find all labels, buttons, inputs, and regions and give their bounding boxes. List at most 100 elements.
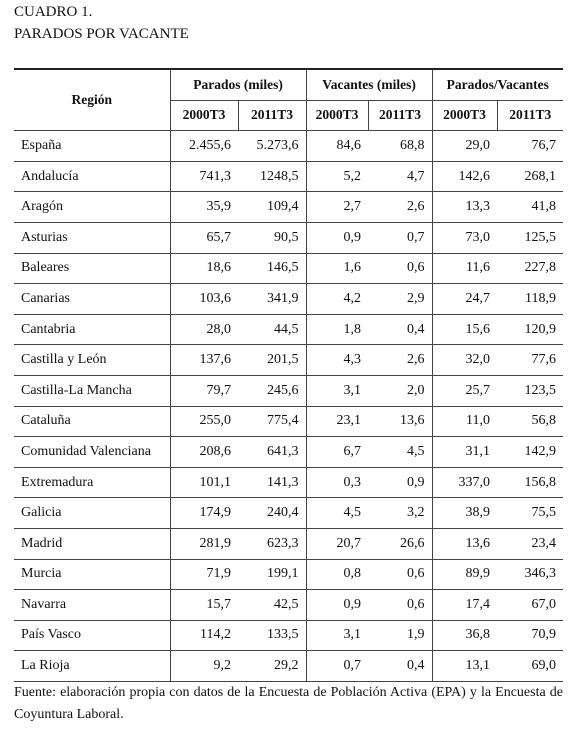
region-cell: Canarias xyxy=(14,283,170,315)
table-row: País Vasco 114,2 133,5 3,1 1,9 36,8 70,9 xyxy=(14,620,564,652)
value-cell: 13,1 xyxy=(431,650,498,682)
value-cell: 137,6 xyxy=(169,344,238,376)
region-cell: Castilla-La Mancha xyxy=(14,375,170,407)
value-cell: 13,6 xyxy=(368,406,433,438)
value-cell: 118,9 xyxy=(497,283,564,315)
table-row: Madrid 281,9 623,3 20,7 26,6 13,6 23,4 xyxy=(14,528,564,560)
subheader: 2011T3 xyxy=(237,100,307,132)
value-cell: 0,7 xyxy=(305,650,369,682)
value-cell: 208,6 xyxy=(169,436,238,468)
value-cell: 0,3 xyxy=(305,467,369,499)
table-row: La Rioja 9,2 29,2 0,7 0,4 13,1 69,0 xyxy=(14,650,564,682)
group-header: Vacantes (miles) xyxy=(305,67,433,101)
value-cell: 0,6 xyxy=(368,559,433,591)
value-cell: 67,0 xyxy=(497,589,564,621)
value-cell: 44,5 xyxy=(238,314,307,346)
value-cell: 18,6 xyxy=(169,253,238,285)
region-cell: Navarra xyxy=(14,589,170,621)
value-cell: 623,3 xyxy=(238,528,307,560)
value-cell: 1,6 xyxy=(305,253,369,285)
value-cell: 2,0 xyxy=(368,375,433,407)
value-cell: 13,3 xyxy=(431,191,498,223)
value-cell: 15,6 xyxy=(431,314,498,346)
table-row: Castilla y León 137,6 201,5 4,3 2,6 32,0 77,6 xyxy=(14,344,564,376)
region-cell: Comunidad Valenciana xyxy=(14,436,170,468)
value-cell: 24,7 xyxy=(431,283,498,315)
value-cell: 1,8 xyxy=(305,314,369,346)
source-note: Fuente: elaboración propia con datos de … xyxy=(14,685,563,722)
value-cell: 4,2 xyxy=(305,283,369,315)
subheader: 2011T3 xyxy=(367,100,433,132)
value-cell: 255,0 xyxy=(169,406,238,438)
value-cell: 142,6 xyxy=(431,161,498,193)
region-cell: Baleares xyxy=(14,253,170,285)
value-cell: 90,5 xyxy=(238,222,307,254)
value-cell: 29,0 xyxy=(431,130,498,162)
region-cell: La Rioja xyxy=(14,650,170,682)
value-cell: 36,8 xyxy=(431,620,498,652)
subtitle: PARADOS POR VACANTE xyxy=(14,26,189,42)
value-cell: 29,2 xyxy=(238,650,307,682)
value-cell: 5.273,6 xyxy=(238,130,307,162)
value-cell: 2,6 xyxy=(368,191,433,223)
value-cell: 4,5 xyxy=(305,497,369,529)
value-cell: 68,8 xyxy=(368,130,433,162)
region-cell: Asturias xyxy=(14,222,170,254)
value-cell: 103,6 xyxy=(169,283,238,315)
value-cell: 0,9 xyxy=(305,222,369,254)
region-cell: Castilla y León xyxy=(14,344,170,376)
value-cell: 11,0 xyxy=(431,406,498,438)
region-cell: Andalucía xyxy=(14,161,170,193)
region-cell: País Vasco xyxy=(14,620,170,652)
value-cell: 3,1 xyxy=(305,375,369,407)
value-cell: 31,1 xyxy=(431,436,498,468)
region-cell: Cantabria xyxy=(14,314,170,346)
value-cell: 346,3 xyxy=(497,559,564,591)
value-cell: 28,0 xyxy=(169,314,238,346)
value-cell: 245,6 xyxy=(238,375,307,407)
table-row: Castilla-La Mancha 79,7 245,6 3,1 2,0 25,7 123… xyxy=(14,375,564,407)
group-header: Parados/Vacantes xyxy=(431,67,564,101)
subheader: 2000T3 xyxy=(431,100,498,132)
value-cell: 125,5 xyxy=(497,222,564,254)
value-cell: 341,9 xyxy=(238,283,307,315)
value-cell: 133,5 xyxy=(238,620,307,652)
value-cell: 13,6 xyxy=(431,528,498,560)
region-cell: Madrid xyxy=(14,528,170,560)
table-row: Baleares 18,6 146,5 1,6 0,6 11,6 227,8 xyxy=(14,253,564,285)
region-cell: Murcia xyxy=(14,559,170,591)
value-cell: 75,5 xyxy=(497,497,564,529)
region-cell: España xyxy=(14,130,170,162)
value-cell: 142,9 xyxy=(497,436,564,468)
value-cell: 0,4 xyxy=(368,650,433,682)
title: CUADRO 1. xyxy=(14,4,93,20)
value-cell: 56,8 xyxy=(497,406,564,438)
value-cell: 15,7 xyxy=(169,589,238,621)
value-cell: 5,2 xyxy=(305,161,369,193)
value-cell: 71,9 xyxy=(169,559,238,591)
value-cell: 70,9 xyxy=(497,620,564,652)
value-cell: 38,9 xyxy=(431,497,498,529)
value-cell: 268,1 xyxy=(497,161,564,193)
value-cell: 1,9 xyxy=(368,620,433,652)
value-cell: 84,6 xyxy=(305,130,369,162)
table-row: Asturias 65,7 90,5 0,9 0,7 73,0 125,5 xyxy=(14,222,564,254)
value-cell: 1248,5 xyxy=(238,161,307,193)
value-cell: 69,0 xyxy=(497,650,564,682)
value-cell: 199,1 xyxy=(238,559,307,591)
table-row: Comunidad Valenciana 208,6 641,3 6,7 4,5 31,1… xyxy=(14,436,564,468)
value-cell: 26,6 xyxy=(368,528,433,560)
value-cell: 123,5 xyxy=(497,375,564,407)
value-cell: 17,4 xyxy=(431,589,498,621)
value-cell: 77,6 xyxy=(497,344,564,376)
value-cell: 23,1 xyxy=(305,406,369,438)
value-cell: 741,3 xyxy=(169,161,238,193)
value-cell: 3,1 xyxy=(305,620,369,652)
value-cell: 9,2 xyxy=(169,650,238,682)
header-cell: Región xyxy=(14,68,170,132)
value-cell: 23,4 xyxy=(497,528,564,560)
value-cell: 2.455,6 xyxy=(169,130,238,162)
value-cell: 337,0 xyxy=(431,467,498,499)
value-cell: 2,9 xyxy=(368,283,433,315)
